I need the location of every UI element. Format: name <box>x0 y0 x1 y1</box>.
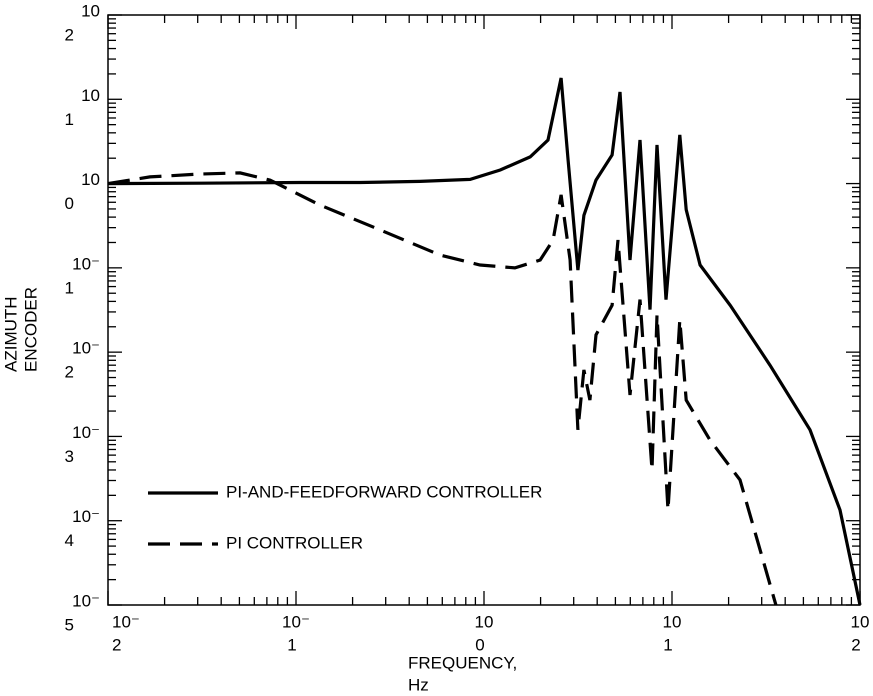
y-axis-label: AZIMUTH <box>1 296 20 372</box>
y-axis-label: ENCODER <box>21 287 40 372</box>
x-tick-label: 0 <box>475 635 484 654</box>
x-tick-label: 10 <box>851 612 870 631</box>
x-tick-label: 1 <box>287 635 296 654</box>
x-tick-label: 2 <box>112 635 121 654</box>
y-tick-label: 10⁻ <box>72 423 100 442</box>
y-tick-label: 4 <box>65 531 74 550</box>
x-tick-label: 10⁻ <box>112 612 140 631</box>
series-line <box>107 77 862 606</box>
y-tick-label: 5 <box>65 615 74 634</box>
x-axis-label: Hz <box>408 675 429 694</box>
y-tick-label: 0 <box>65 194 74 213</box>
series-line <box>107 171 778 606</box>
y-tick-label: 10 <box>81 170 100 189</box>
y-tick-label: 2 <box>65 25 74 44</box>
y-tick-label: 1 <box>65 278 74 297</box>
x-tick-label: 2 <box>851 635 860 654</box>
x-tick-label: 10⁻ <box>282 612 310 631</box>
legend-label: PI CONTROLLER <box>226 533 363 552</box>
y-tick-label: 3 <box>65 447 74 466</box>
y-tick-label: 10⁻ <box>72 507 100 526</box>
y-tick-label: 10⁻ <box>72 591 100 610</box>
y-tick-label: 10 <box>81 86 100 105</box>
x-axis-label: FREQUENCY, <box>408 653 517 672</box>
legend-label: PI-AND-FEEDFORWARD CONTROLLER <box>226 482 542 501</box>
y-tick-label: 1 <box>65 110 74 129</box>
x-tick-label: 1 <box>663 635 672 654</box>
y-tick-label: 10 <box>81 1 100 20</box>
x-tick-label: 10 <box>663 612 682 631</box>
x-tick-label: 10 <box>475 612 494 631</box>
y-axis-label: AZIMUTH ENCODER <box>1 287 40 372</box>
plot-frame <box>107 14 861 606</box>
y-tick-label: 10⁻ <box>72 254 100 273</box>
y-tick-label: 2 <box>65 363 74 382</box>
y-tick-label: 10⁻ <box>72 339 100 358</box>
